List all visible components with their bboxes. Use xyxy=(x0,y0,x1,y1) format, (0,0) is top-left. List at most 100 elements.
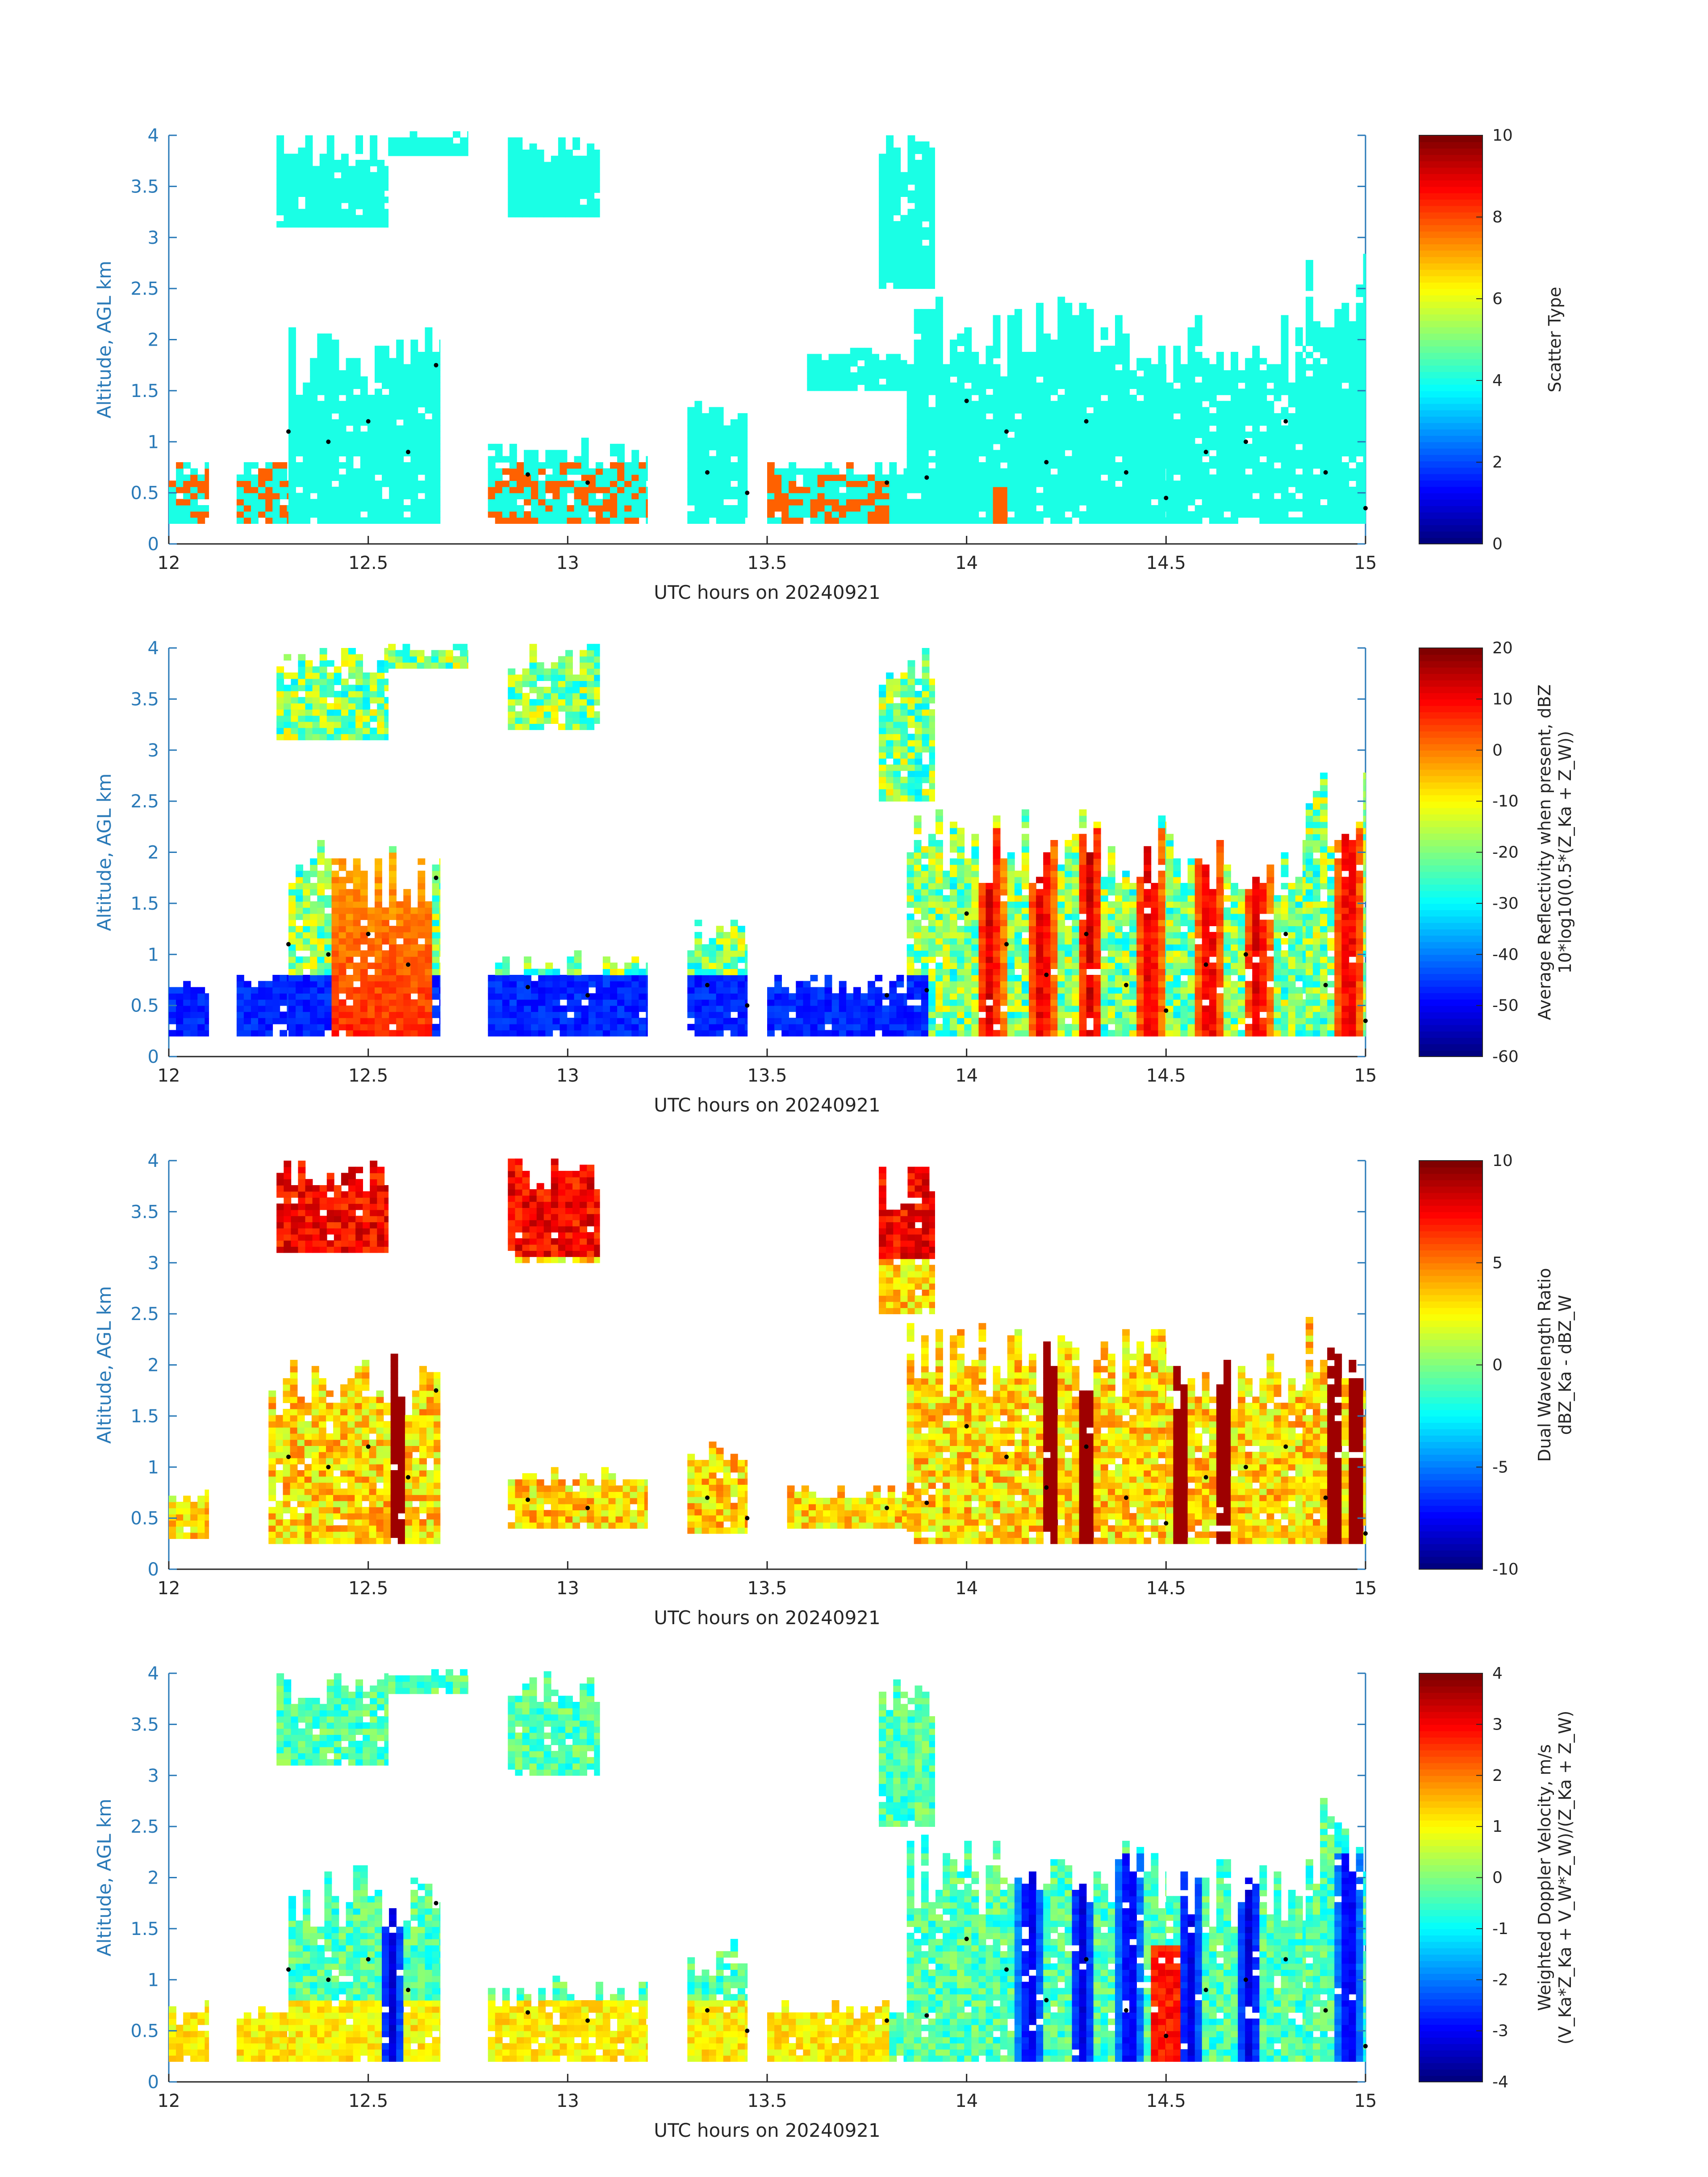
heatmap-cell xyxy=(432,481,440,487)
heatmap-cell xyxy=(425,975,433,982)
heatmap-cell xyxy=(558,137,566,144)
heatmap-cell xyxy=(353,1005,361,1012)
heatmap-cell xyxy=(353,858,361,865)
heatmap-cell xyxy=(922,246,930,252)
heatmap-cell xyxy=(296,468,303,475)
heatmap-cell xyxy=(370,178,378,185)
colorbar-step xyxy=(1419,186,1482,193)
heatmap-cell xyxy=(324,407,332,414)
heatmap-cell xyxy=(276,141,284,148)
heatmap-cell xyxy=(377,221,385,228)
heatmap-cell xyxy=(331,517,339,524)
heatmap-cell xyxy=(403,919,411,926)
heatmap-cell xyxy=(384,196,389,203)
heatmap-cell xyxy=(1259,517,1267,524)
heatmap-cell xyxy=(1151,364,1159,371)
heatmap-cell xyxy=(602,517,610,524)
heatmap-cell xyxy=(324,468,332,475)
heatmap-cell xyxy=(745,456,748,463)
heatmap-cell xyxy=(1000,474,1008,481)
heatmap-cell xyxy=(1288,499,1296,506)
heatmap-cell xyxy=(1021,389,1029,395)
heatmap-cell xyxy=(355,166,363,173)
heatmap-cell xyxy=(1021,499,1029,506)
heatmap-cell xyxy=(1288,474,1296,481)
heatmap-cell xyxy=(1136,462,1144,469)
heatmap-cell xyxy=(639,481,647,487)
heatmap-cell xyxy=(197,1005,205,1012)
heatmap-cell xyxy=(971,443,979,451)
heatmap-cell xyxy=(552,474,560,481)
heatmap-cell xyxy=(169,1030,176,1036)
heatmap-cell xyxy=(914,407,922,414)
heatmap-cell xyxy=(360,889,368,896)
heatmap-cell xyxy=(1349,413,1357,420)
heatmap-cell xyxy=(723,468,731,475)
heatmap-cell xyxy=(509,1024,517,1031)
heatmap-cell xyxy=(572,155,580,163)
heatmap-cell xyxy=(287,486,289,493)
heatmap-cell xyxy=(1093,382,1101,389)
heatmap-cell xyxy=(536,211,544,217)
heatmap-cell xyxy=(324,870,332,877)
heatmap-cell xyxy=(1158,505,1166,512)
heatmap-cell xyxy=(781,511,789,518)
heatmap-cell xyxy=(495,443,503,451)
heatmap-cell xyxy=(882,499,890,506)
heatmap-cell xyxy=(331,932,339,939)
heatmap-cell xyxy=(853,493,861,500)
heatmap-cell xyxy=(900,366,907,373)
heatmap-cell xyxy=(425,1018,433,1024)
heatmap-cell xyxy=(957,364,965,371)
heatmap-cell xyxy=(928,481,936,487)
heatmap-cell xyxy=(893,166,901,173)
heatmap-cell xyxy=(610,499,618,506)
heatmap-cell xyxy=(370,135,378,142)
heatmap-cell xyxy=(1302,486,1306,493)
heatmap-cell xyxy=(284,691,292,698)
heatmap-cell xyxy=(529,198,537,205)
heatmap-cell xyxy=(1281,431,1289,438)
heatmap-cell xyxy=(355,654,363,661)
heatmap-cell xyxy=(730,443,738,451)
heatmap-cell xyxy=(1029,474,1036,481)
heatmap-cell xyxy=(1363,468,1366,475)
heatmap-cell xyxy=(524,993,531,1000)
heatmap-cell xyxy=(1356,333,1364,340)
heatmap-cell xyxy=(529,168,537,175)
heatmap-cell xyxy=(326,709,334,716)
heatmap-cell xyxy=(1356,315,1364,322)
heatmap-cell xyxy=(303,913,311,920)
heatmap-cell xyxy=(1144,389,1152,395)
heatmap-cell xyxy=(284,166,292,173)
heatmap-cell xyxy=(389,913,397,920)
heatmap-cell xyxy=(957,493,965,500)
heatmap-cell xyxy=(1151,505,1159,512)
heatmap-cell xyxy=(914,395,922,401)
heatmap-cell xyxy=(367,987,375,994)
heatmap-cell xyxy=(418,901,426,908)
heatmap-cell xyxy=(1334,517,1342,524)
heatmap-cell xyxy=(993,389,1001,395)
heatmap-cell xyxy=(384,721,389,728)
heatmap-cell xyxy=(410,981,418,988)
heatmap-cell xyxy=(432,517,440,524)
heatmap-cell xyxy=(971,401,979,408)
heatmap-cell xyxy=(296,870,303,877)
heatmap-cell xyxy=(389,993,397,1000)
heatmap-cell xyxy=(353,486,361,493)
heatmap-cell xyxy=(943,493,950,500)
heatmap-cell xyxy=(183,474,191,481)
heatmap-cell xyxy=(810,505,818,512)
heatmap-cell xyxy=(1021,413,1029,420)
heatmap-cell xyxy=(914,339,922,346)
heatmap-cell xyxy=(1252,425,1260,432)
heatmap-cell xyxy=(272,505,280,512)
heatmap-cell xyxy=(868,486,875,493)
heatmap-cell xyxy=(334,715,342,722)
heatmap-cell xyxy=(284,203,292,209)
heatmap-cell xyxy=(560,493,568,500)
heatmap-cell xyxy=(875,474,883,481)
heatmap-cell xyxy=(1079,474,1087,481)
heatmap-cell xyxy=(310,950,318,957)
